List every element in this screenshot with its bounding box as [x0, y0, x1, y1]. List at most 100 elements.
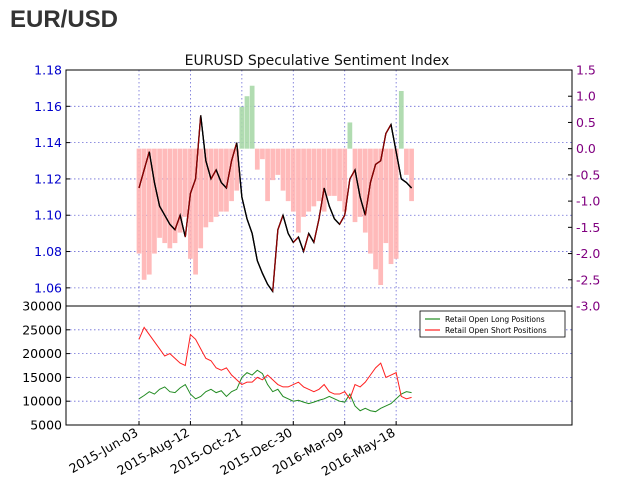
- price-segment: [333, 218, 341, 225]
- price-segment: [210, 169, 217, 180]
- price-segment: [272, 229, 279, 292]
- sentiment-bar: [177, 148, 183, 233]
- sentiment-bar: [275, 148, 281, 175]
- sentiment-bar: [337, 148, 342, 202]
- sentiment-bar: [270, 148, 276, 181]
- sentiment-bar: [332, 148, 337, 196]
- price-segment: [241, 196, 248, 220]
- sentiment-bar: [342, 148, 348, 212]
- price-segment: [159, 205, 166, 216]
- y-axis-tick-label: 30000: [22, 299, 62, 314]
- sentiment-bar: [357, 148, 363, 217]
- sentiment-bar: [321, 148, 327, 212]
- y-axis-tick-label: 15000: [22, 370, 62, 385]
- price-segment: [339, 214, 346, 225]
- sentiment-bar: [244, 96, 250, 149]
- sentiment-bar: [404, 148, 409, 175]
- sentiment-bar: [172, 148, 178, 244]
- left-axis-tick-label: 1.16: [34, 99, 62, 114]
- left-axis-tick-label: 1.18: [34, 63, 62, 78]
- price-segment: [236, 142, 243, 198]
- left-axis-tick-label: 1.14: [34, 135, 62, 150]
- short-positions-line: [138, 326, 412, 400]
- sentiment-bar: [224, 148, 229, 212]
- legend-label: Retail Open Short Positions: [445, 326, 547, 335]
- price-segment: [400, 178, 407, 184]
- legend: Retail Open Long Positions Retail Open Sh…: [419, 310, 566, 338]
- y-axis-tick-label: 10000: [22, 394, 62, 409]
- right-axis-tick-label: 1.0: [576, 89, 596, 104]
- legend-label: Retail Open Long Positions: [445, 315, 545, 324]
- price-segment: [164, 214, 171, 225]
- y-axis-tick-label: 20000: [22, 346, 62, 361]
- price-segment: [349, 169, 356, 180]
- price-segment: [189, 178, 197, 194]
- price-segment: [313, 218, 320, 243]
- price-segment: [267, 283, 274, 292]
- sentiment-bar: [316, 148, 322, 202]
- sentiment-bar: [213, 148, 219, 217]
- price-segment: [385, 124, 392, 134]
- sentiment-bar: [203, 148, 209, 228]
- price-segment: [143, 151, 150, 171]
- y-axis-tick-label: 25000: [22, 322, 62, 337]
- price-segment: [369, 164, 377, 183]
- sentiment-bar: [136, 148, 142, 254]
- sentiment-bar: [162, 148, 168, 244]
- price-segment: [297, 236, 305, 252]
- right-axis-tick-label: -2.5: [576, 272, 600, 287]
- legend-box: [419, 310, 566, 338]
- price-segment: [179, 215, 186, 238]
- sentiment-bar: [234, 148, 240, 191]
- price-segment: [194, 115, 202, 179]
- price-segment: [395, 151, 402, 180]
- y-axis-tick-label: 5000: [30, 418, 62, 433]
- right-axis-tick-label: -2.0: [576, 246, 600, 261]
- sentiment-bar: [208, 148, 214, 223]
- sentiment-bar: [249, 85, 255, 149]
- price-segment: [380, 133, 387, 161]
- price-segment: [277, 215, 284, 230]
- price-segment: [174, 215, 181, 230]
- sentiment-bar: [373, 148, 378, 270]
- chart-title: EURUSD Speculative Sentiment Index: [185, 53, 450, 69]
- positions-panel-frame: [65, 305, 573, 426]
- sentiment-bar: [157, 148, 162, 238]
- sentiment-bar: [296, 148, 301, 233]
- sentiment-bar: [409, 148, 414, 202]
- right-axis-tick-label: 1.5: [576, 63, 596, 78]
- price-segment: [184, 193, 192, 238]
- left-axis-tick-label: 1.12: [34, 171, 62, 186]
- sentiment-bar: [239, 106, 245, 149]
- price-segment: [344, 178, 351, 216]
- sentiment-bar: [326, 148, 332, 196]
- price-segment: [364, 182, 372, 216]
- price-segment: [220, 182, 227, 189]
- sentiment-bar: [306, 148, 312, 212]
- price-segment: [169, 223, 176, 231]
- sentiment-bars: [136, 85, 414, 286]
- sentiment-bar: [193, 148, 198, 275]
- sentiment-bar: [383, 148, 389, 244]
- sentiment-bar: [254, 148, 260, 170]
- price-segment: [323, 187, 330, 207]
- price-segment: [148, 151, 156, 183]
- price-segment: [282, 215, 289, 234]
- price-segment: [302, 233, 310, 252]
- price-segment: [256, 260, 264, 274]
- price-segment: [225, 160, 233, 189]
- sentiment-bar: [378, 148, 384, 286]
- price-segment: [405, 182, 413, 189]
- price-segment: [308, 233, 315, 243]
- right-axis-tick-label: -3.0: [576, 299, 600, 314]
- sentiment-bar: [229, 148, 234, 202]
- right-axis-tick-label: -0.5: [576, 167, 600, 182]
- sentiment-bar: [265, 148, 270, 202]
- price-series: [138, 115, 413, 294]
- sentiment-bar: [362, 148, 368, 233]
- price-segment: [328, 205, 336, 220]
- left-axis-tick-label: 1.06: [34, 280, 62, 295]
- price-segment: [354, 169, 361, 198]
- left-axis-tick-label: 1.10: [34, 208, 62, 223]
- positions-series: [138, 326, 412, 413]
